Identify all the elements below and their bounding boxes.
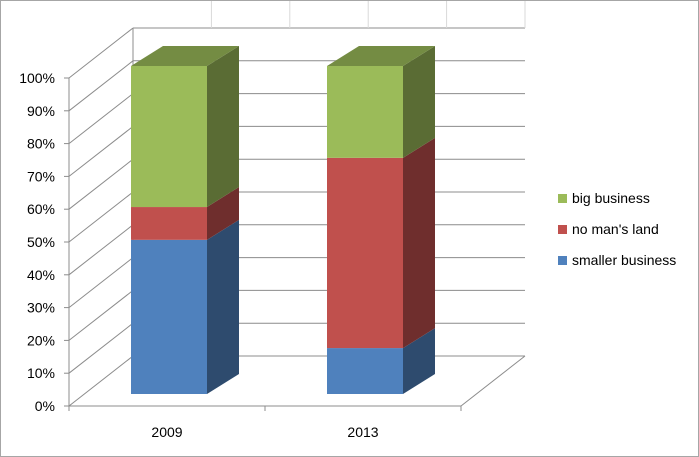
- y-tick-label: 100%: [19, 70, 55, 86]
- bar-front: [131, 239, 207, 394]
- bar-segment-2013-1: [327, 137, 435, 349]
- legend-item: big business: [558, 190, 650, 206]
- bar-segment-2009-2: [131, 46, 239, 208]
- x-tick-label: 2013: [347, 424, 378, 440]
- gridline-diagonal: [68, 126, 134, 177]
- legend-item: no man's land: [558, 221, 659, 237]
- x-axis-ticks: 2009 2013: [151, 424, 378, 440]
- gridline-diagonal: [68, 290, 134, 341]
- bar-segment-2013-2: [327, 46, 435, 158]
- bar-front: [327, 348, 403, 394]
- y-tick-label: 40%: [27, 267, 55, 283]
- bar-segment-2013-0: [327, 328, 435, 394]
- bar-segment-2009-1: [131, 187, 239, 240]
- y-tick-label: 90%: [27, 103, 55, 119]
- legend-swatch: [558, 194, 567, 203]
- y-tick-label: 20%: [27, 332, 55, 348]
- floor-edge: [460, 355, 526, 407]
- gridline-diagonal: [68, 27, 134, 79]
- y-tick-label: 30%: [27, 300, 55, 316]
- bar-front: [327, 66, 403, 158]
- bar-top: [131, 46, 239, 66]
- bar-side: [403, 46, 435, 158]
- bar-front: [131, 207, 207, 240]
- legend-label: no man's land: [572, 221, 659, 237]
- x-tick-label: 2009: [151, 424, 182, 440]
- y-tick-label: 70%: [27, 168, 55, 184]
- bars: [131, 46, 435, 394]
- legend-swatch: [558, 225, 567, 234]
- gridline-diagonal: [68, 60, 134, 112]
- y-tick-label: 80%: [27, 136, 55, 152]
- bar-side: [403, 328, 435, 394]
- y-axis-ticks: 0% 10% 20% 30% 40% 50% 60% 70% 80% 90% 100%: [19, 70, 55, 414]
- bar-side: [207, 219, 239, 394]
- gridline-diagonal: [68, 257, 134, 308]
- y-tick-label: 60%: [27, 201, 55, 217]
- gridline-diagonal: [68, 224, 134, 276]
- legend: big business no man's land smaller busines…: [558, 190, 676, 268]
- gridline-diagonal: [68, 355, 134, 407]
- bar-segment-2009-0: [131, 219, 239, 394]
- y-tick-label: 0%: [35, 398, 55, 414]
- bar-top: [327, 46, 435, 66]
- gridline-diagonal: [68, 322, 134, 374]
- bar-front: [327, 157, 403, 349]
- bar-side: [207, 187, 239, 240]
- gridline-diagonal: [68, 158, 134, 210]
- gridline-diagonal: [68, 93, 134, 144]
- legend-item: smaller business: [558, 252, 676, 268]
- gridline-diagonal: [68, 191, 134, 243]
- bar-front: [131, 66, 207, 208]
- bar-side: [403, 137, 435, 349]
- legend-swatch: [558, 256, 567, 265]
- y-tick-label: 50%: [27, 234, 55, 250]
- legend-label: smaller business: [572, 252, 676, 268]
- y-tick-label: 10%: [27, 365, 55, 381]
- bar-side: [207, 46, 239, 208]
- legend-label: big business: [572, 190, 650, 206]
